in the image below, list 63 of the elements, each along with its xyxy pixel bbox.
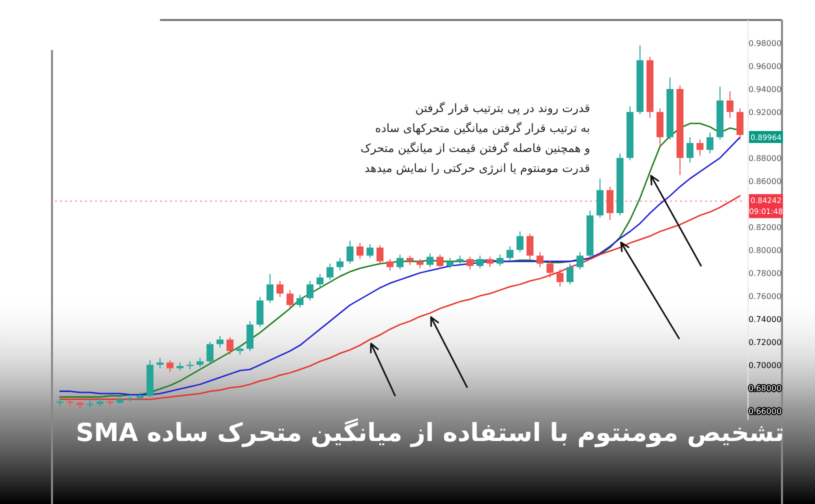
- candlestick: [546, 260, 554, 278]
- y-tick-label: 0.70000: [748, 360, 782, 370]
- candlestick: [206, 341, 214, 364]
- candlestick: [476, 255, 484, 269]
- annotation: به ترتیب قرار گرفتن میانگین متحرکهای ساده: [375, 121, 590, 135]
- candlestick: [366, 244, 374, 258]
- candlestick: [166, 360, 174, 372]
- y-tick-label: 0.98000: [748, 38, 782, 48]
- y-tick-label: 0.72000: [748, 338, 782, 347]
- y-tick-label: 0.88000: [748, 154, 782, 163]
- candlestick: [726, 90, 734, 118]
- candlestick: [576, 252, 584, 270]
- candlestick: [486, 256, 494, 268]
- candlestick: [706, 132, 714, 154]
- candlestick: [466, 256, 474, 270]
- y-tick-label: 0.66000: [748, 406, 782, 416]
- candlestick: [296, 294, 304, 308]
- candlestick: [376, 244, 384, 266]
- candlestick: [336, 257, 344, 272]
- y-tick-label: 0.96000: [748, 62, 782, 71]
- candlestick: [346, 240, 354, 264]
- annotation: قدرت مومنتوم یا انرژی حرکتی را نمایش میدهد: [364, 161, 590, 175]
- candlestick: [356, 242, 364, 260]
- y-tick-label: 0.82000: [748, 222, 782, 232]
- candlestick: [696, 139, 704, 156]
- candlestick: [556, 268, 564, 288]
- candlestick: [196, 357, 204, 368]
- candlestick: [276, 280, 284, 298]
- candlestick: [286, 290, 294, 310]
- candlestick: [516, 230, 524, 253]
- candlestick: [426, 252, 434, 268]
- candlestick: [496, 254, 504, 266]
- candlestick: [416, 258, 424, 269]
- candlestick: [306, 280, 314, 301]
- candlestick: [386, 258, 394, 272]
- y-tick-label: 0.80000: [748, 246, 782, 255]
- y-tick-label: 0.86000: [748, 176, 782, 186]
- candlestick: [316, 274, 324, 288]
- candlestick: [436, 254, 444, 270]
- y-tick-label: 0.92000: [748, 108, 782, 117]
- candlestick: [216, 336, 224, 348]
- annotation: قدرت روند در پی بترتیب قرار گرفتن: [415, 101, 590, 115]
- candlestick: [736, 108, 744, 140]
- candlestick: [406, 255, 414, 266]
- y-tick-label: 0.76000: [748, 292, 782, 301]
- candlestick: [236, 344, 244, 355]
- candlestick: [446, 257, 454, 269]
- candlestick: [396, 254, 404, 270]
- y-tick-label: 0.74000: [748, 314, 782, 324]
- y-tick-label: 0.94000: [748, 84, 782, 94]
- text: تشخیص مومنتوم با استفاده از میانگین متحرک ساده SMA: [76, 418, 784, 448]
- annotation: و همچنین فاصله گرفتن قیمت از میانگین متحرک: [360, 141, 590, 155]
- candlestick: [526, 233, 534, 260]
- candlestick: [686, 136, 694, 164]
- y-tick-label: 0.78000: [748, 268, 782, 278]
- candlestick: [156, 357, 164, 369]
- candlestick: [536, 252, 544, 268]
- candlestick: [226, 336, 234, 355]
- candlestick: [566, 263, 574, 285]
- candlestick: [326, 263, 334, 280]
- candlestick: [266, 274, 274, 304]
- candlestick: [606, 186, 614, 220]
- candlestick: [506, 246, 514, 261]
